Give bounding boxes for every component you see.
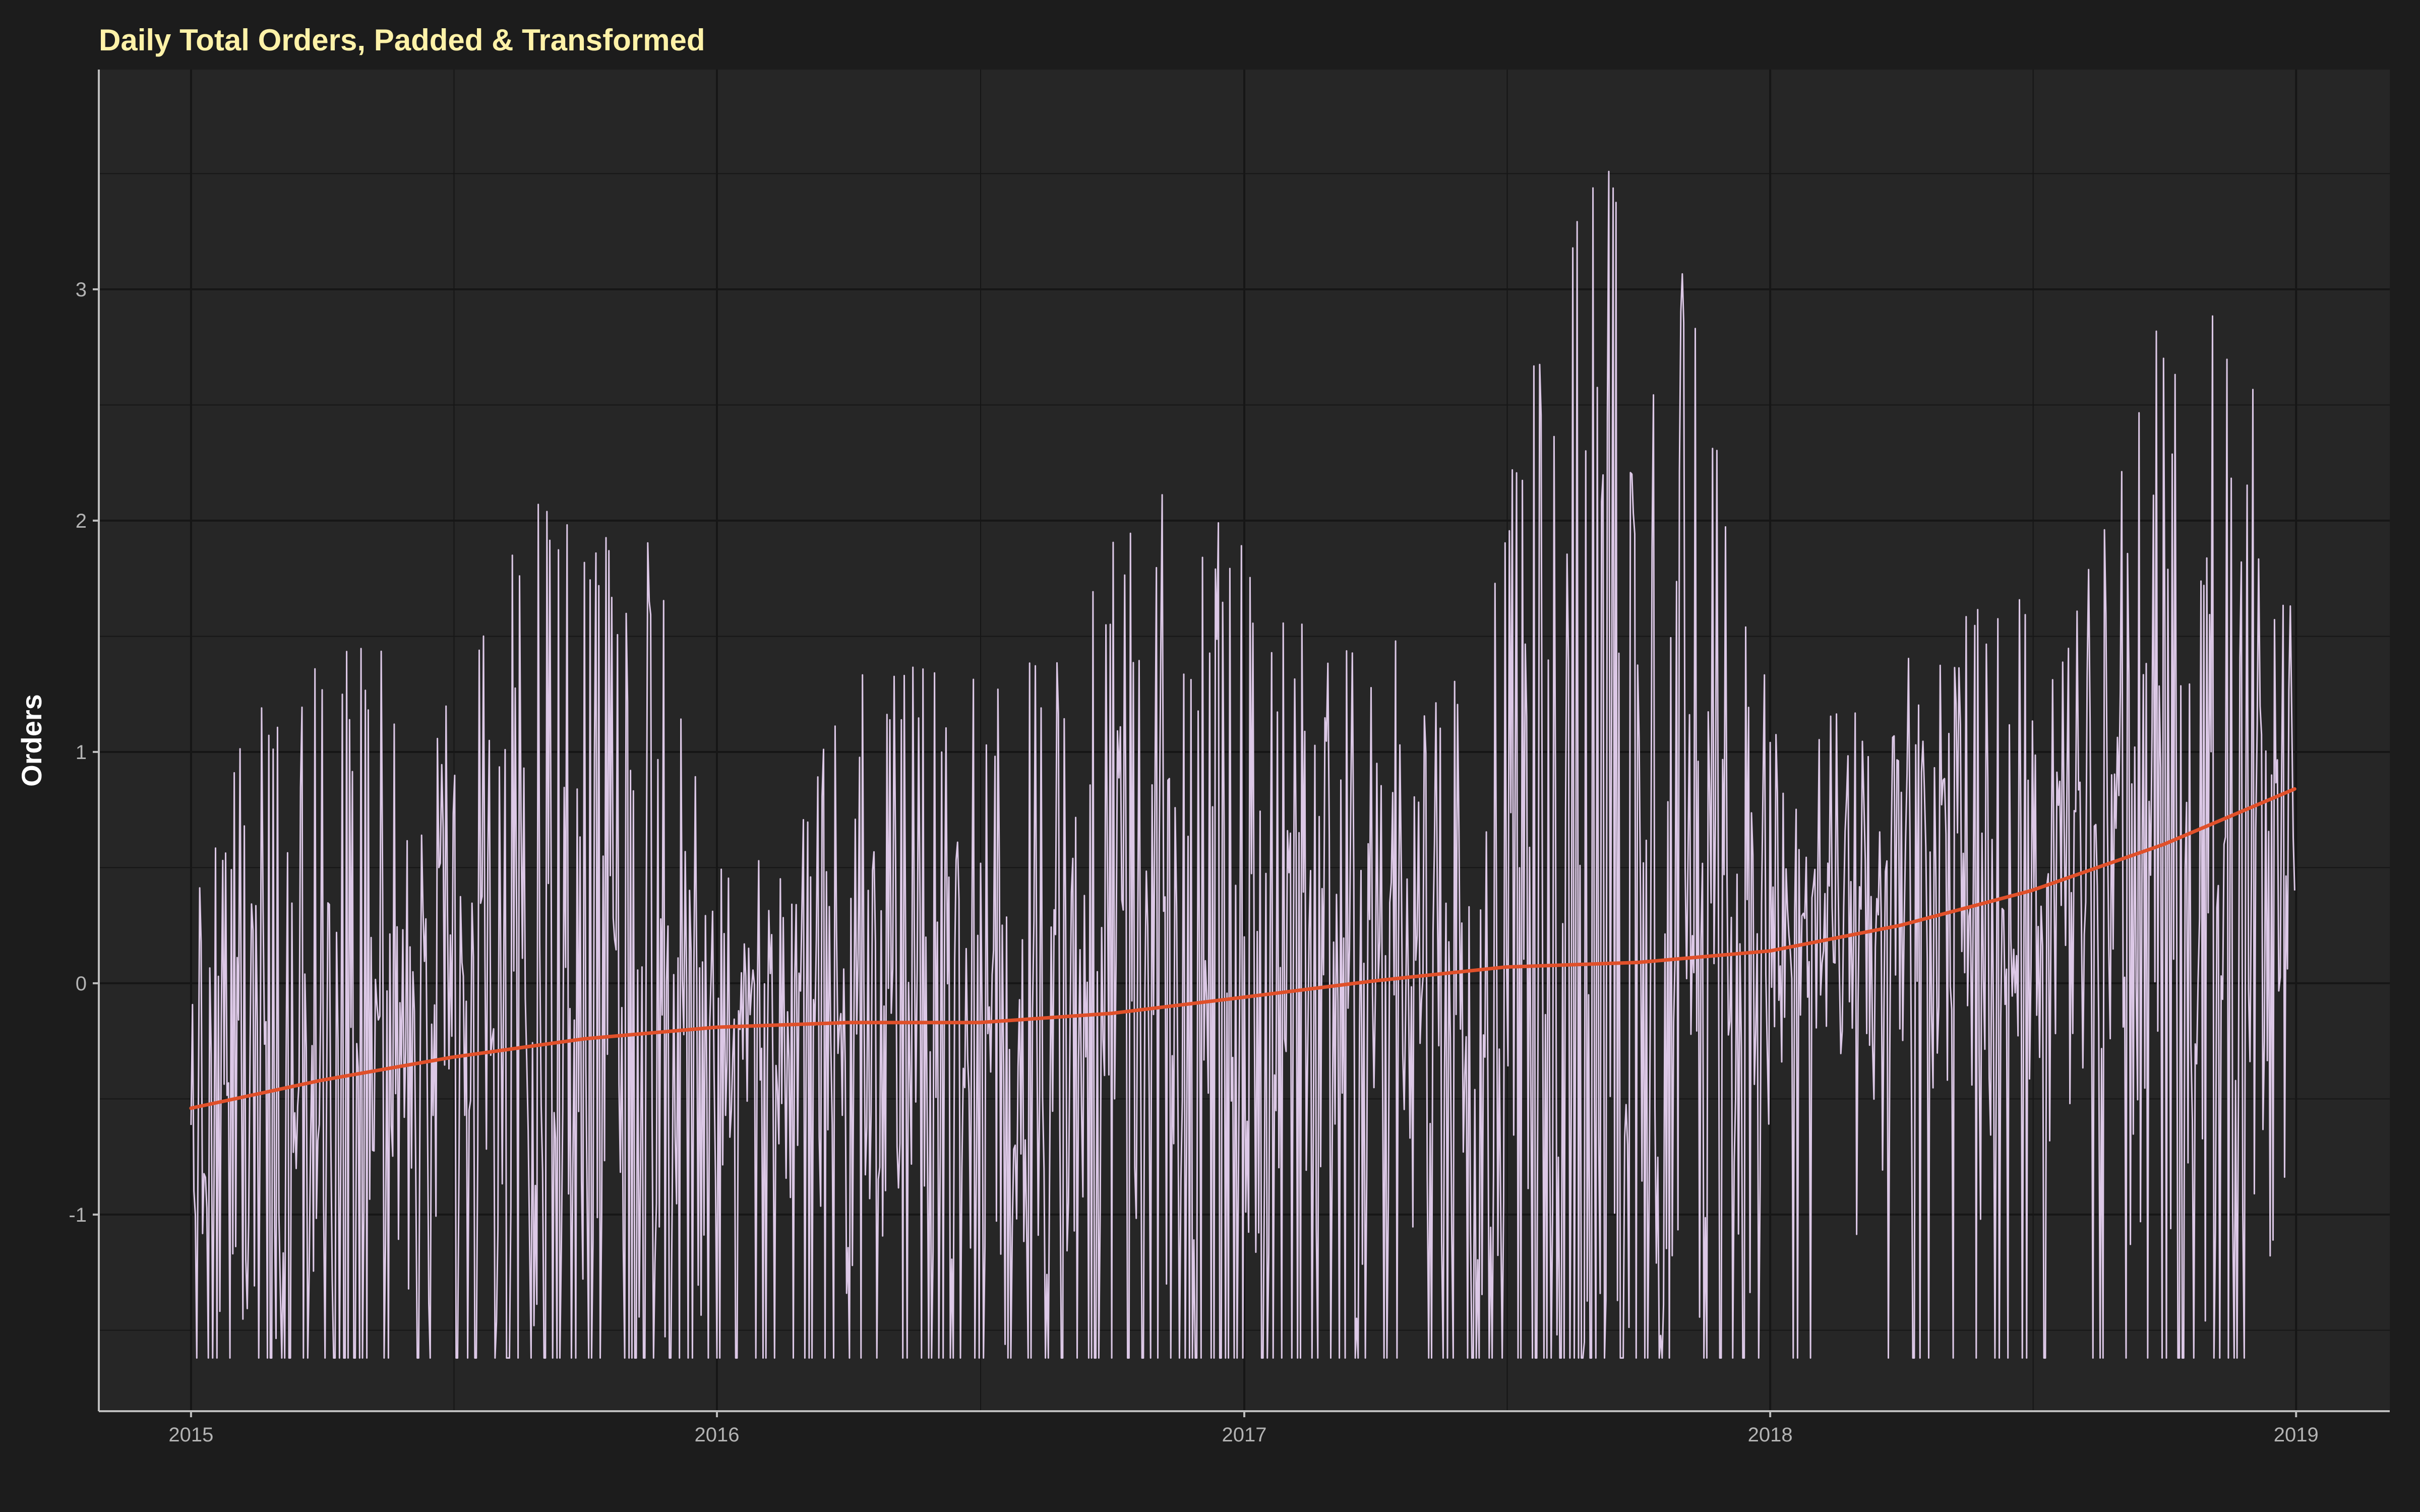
trend-layer — [189, 787, 2296, 1110]
y-ticks: -1 0 1 2 3 — [69, 279, 99, 1226]
y-tick-label: 3 — [76, 279, 87, 301]
series-daily-orders — [190, 170, 2295, 1359]
y-tick-label: 2 — [76, 510, 87, 532]
series-layer — [190, 170, 2295, 1359]
y-tick-label: 0 — [76, 973, 87, 995]
y-tick-label: -1 — [69, 1204, 87, 1226]
x-tick-label: 2015 — [168, 1424, 213, 1446]
x-ticks: 2015 2016 2017 2018 2019 — [168, 1411, 2319, 1446]
x-tick-label: 2016 — [695, 1424, 740, 1446]
x-tick-label: 2017 — [1222, 1424, 1267, 1446]
series-trend — [189, 787, 2296, 1110]
y-axis-label: Orders — [16, 694, 47, 787]
y-tick-label: 1 — [76, 741, 87, 764]
chart-title: Daily Total Orders, Padded & Transformed — [99, 23, 705, 57]
x-tick-label: 2018 — [1748, 1424, 1793, 1446]
x-tick-label: 2019 — [2274, 1424, 2319, 1446]
